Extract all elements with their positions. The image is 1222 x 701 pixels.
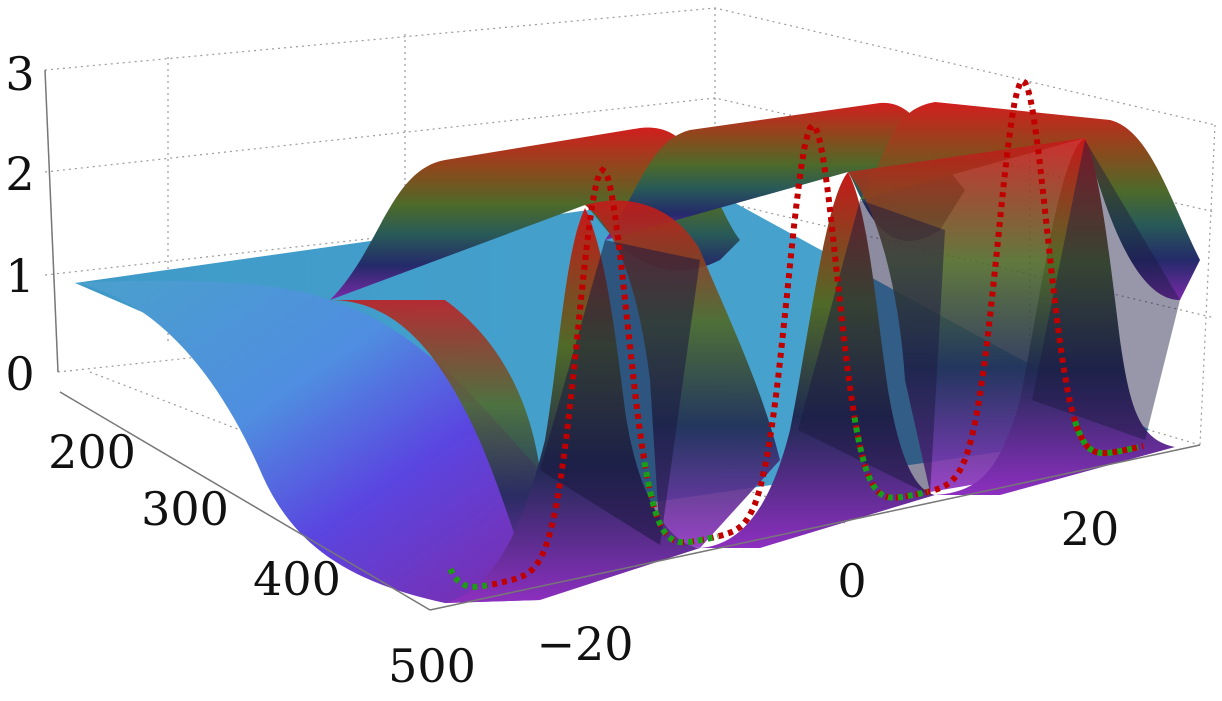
ridge-crest-3 bbox=[860, 102, 1200, 300]
x-tick-label-1: −20 bbox=[536, 617, 633, 671]
x-tick-label-2: 0 bbox=[837, 554, 866, 608]
front-face-3 bbox=[935, 138, 1175, 495]
x-axis-line bbox=[429, 444, 1201, 611]
shadow-face-1 bbox=[540, 240, 700, 545]
ridge-side-1 bbox=[330, 300, 540, 600]
t-axis-line bbox=[59, 391, 431, 611]
x-tick-label-3: 20 bbox=[1061, 502, 1120, 556]
shadow-face-2 bbox=[798, 200, 945, 495]
curves-group bbox=[447, 77, 1145, 590]
minima-curve-green-4 bbox=[1072, 420, 1139, 457]
left-slope-surface bbox=[75, 280, 540, 603]
z-axis-line bbox=[44, 69, 59, 373]
z-tick-label-1: 1 bbox=[5, 249, 34, 303]
minima-curve-green-3 bbox=[851, 417, 929, 501]
z-tick-label-0: 0 bbox=[5, 347, 34, 401]
t-tick-label-500: 500 bbox=[388, 639, 476, 693]
z-tick-label-3: 3 bbox=[5, 47, 34, 101]
z-tick-label-2: 2 bbox=[5, 147, 34, 201]
minima-curve-green-1 bbox=[447, 567, 488, 590]
t-tick-label-300: 300 bbox=[141, 482, 229, 536]
t-tick-label-200: 200 bbox=[48, 425, 136, 479]
shadow-face-3 bbox=[1032, 140, 1180, 440]
minima-curve-green-2 bbox=[641, 461, 719, 546]
t-tick-label-400: 400 bbox=[253, 552, 341, 606]
